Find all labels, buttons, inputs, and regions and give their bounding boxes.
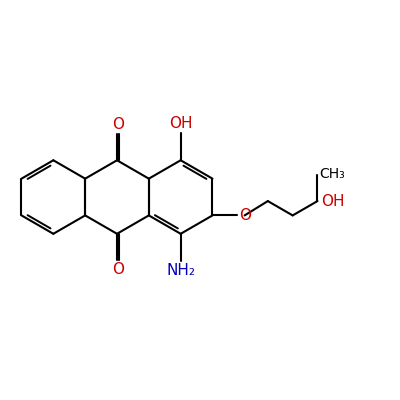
- Text: O: O: [112, 117, 124, 132]
- Text: O: O: [239, 208, 251, 223]
- Text: NH₂: NH₂: [166, 263, 195, 278]
- Text: OH: OH: [169, 116, 192, 131]
- Text: O: O: [112, 262, 124, 277]
- Text: CH₃: CH₃: [319, 167, 345, 181]
- Text: OH: OH: [321, 194, 344, 208]
